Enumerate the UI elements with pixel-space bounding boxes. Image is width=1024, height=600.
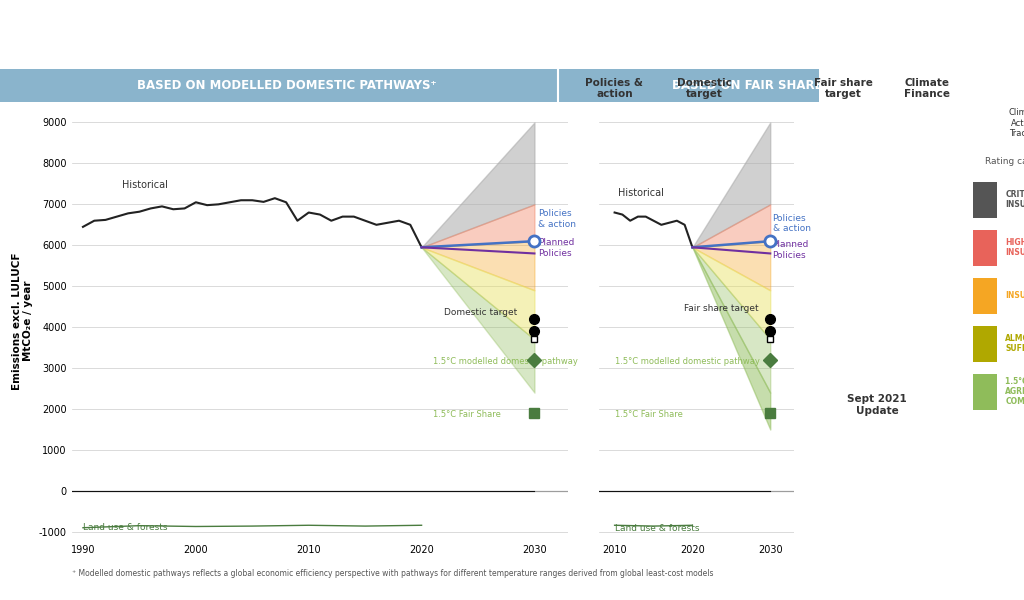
Bar bbox=[973, 277, 996, 313]
Text: < 2°C World: < 2°C World bbox=[676, 163, 732, 172]
Text: Climate
Finance: Climate Finance bbox=[904, 78, 950, 99]
Text: 1.5°C modelled domestic pathway: 1.5°C modelled domestic pathway bbox=[614, 357, 760, 366]
Text: Domestic target: Domestic target bbox=[444, 308, 517, 317]
Text: ALMOST
SUFFICIENT: ALMOST SUFFICIENT bbox=[1006, 334, 1024, 353]
Text: < 3°C World: < 3°C World bbox=[587, 157, 642, 166]
Text: Fair share
target: Fair share target bbox=[814, 78, 873, 99]
Text: Planned
Policies: Planned Policies bbox=[772, 240, 809, 260]
Bar bbox=[973, 325, 996, 361]
Text: ALMOST
SUFFICIENT: ALMOST SUFFICIENT bbox=[670, 126, 738, 148]
Text: BASED ON FAIR SHARE: BASED ON FAIR SHARE bbox=[672, 79, 823, 92]
Text: ⁺ Modelled domestic pathways reflects a global economic efficiency perspective w: ⁺ Modelled domestic pathways reflects a … bbox=[72, 569, 713, 577]
Text: INSUFFICIENT: INSUFFICIENT bbox=[803, 128, 885, 138]
Bar bbox=[973, 373, 996, 409]
Text: CRITICALLY
INSUFFICIENT: CRITICALLY INSUFFICIENT bbox=[1006, 190, 1024, 209]
Text: CRITICALLY
INSUFFICIENT: CRITICALLY INSUFFICIENT bbox=[890, 130, 965, 151]
Bar bbox=[0, 69, 819, 102]
Text: Historical: Historical bbox=[618, 188, 665, 198]
Text: 1.5°C PARIS
AGREEMENT
COMPATIBLE: 1.5°C PARIS AGREEMENT COMPATIBLE bbox=[1006, 377, 1024, 406]
Text: 1.5°C Fair Share: 1.5°C Fair Share bbox=[433, 410, 501, 419]
Text: BASED ON MODELLED DOMESTIC PATHWAYS⁺: BASED ON MODELLED DOMESTIC PATHWAYS⁺ bbox=[137, 79, 436, 92]
Text: UNITED STATES OVERALL RATING: UNITED STATES OVERALL RATING bbox=[408, 13, 616, 26]
Text: Domestic
target: Domestic target bbox=[677, 78, 731, 99]
Text: INSUFFICIENT: INSUFFICIENT bbox=[415, 38, 609, 62]
Text: Sept 2021
Update: Sept 2021 Update bbox=[847, 394, 907, 416]
Bar bbox=[973, 181, 996, 217]
Text: Policies
& action: Policies & action bbox=[772, 214, 811, 233]
Text: Land use & forests: Land use & forests bbox=[83, 523, 168, 532]
Text: HIGHLY
INSUFFICIENT: HIGHLY INSUFFICIENT bbox=[1006, 238, 1024, 257]
Text: Land use & forests: Land use & forests bbox=[614, 524, 699, 533]
Text: Policies &
action: Policies & action bbox=[586, 78, 643, 99]
Text: 1.5°C Fair Share: 1.5°C Fair Share bbox=[614, 410, 682, 419]
Text: Fair share target: Fair share target bbox=[684, 304, 759, 313]
Text: Rating categories: Rating categories bbox=[985, 157, 1024, 166]
Text: Policies
& action: Policies & action bbox=[538, 209, 575, 229]
Text: INSUFFICIENT: INSUFFICIENT bbox=[1006, 291, 1024, 300]
Y-axis label: Emissions excl. LULUCF
MtCO₂e / year: Emissions excl. LULUCF MtCO₂e / year bbox=[11, 252, 33, 390]
Text: Climate
Action
Tracker: Climate Action Tracker bbox=[1009, 108, 1024, 138]
Text: Historical: Historical bbox=[123, 180, 168, 190]
Text: < 3°C World: < 3°C World bbox=[816, 157, 871, 166]
Bar bbox=[973, 229, 996, 265]
Text: INSUFFICIENT: INSUFFICIENT bbox=[573, 128, 655, 138]
Text: 1.5°C modelled domestic pathway: 1.5°C modelled domestic pathway bbox=[433, 357, 578, 366]
Text: Planned
Policies: Planned Policies bbox=[538, 238, 574, 257]
